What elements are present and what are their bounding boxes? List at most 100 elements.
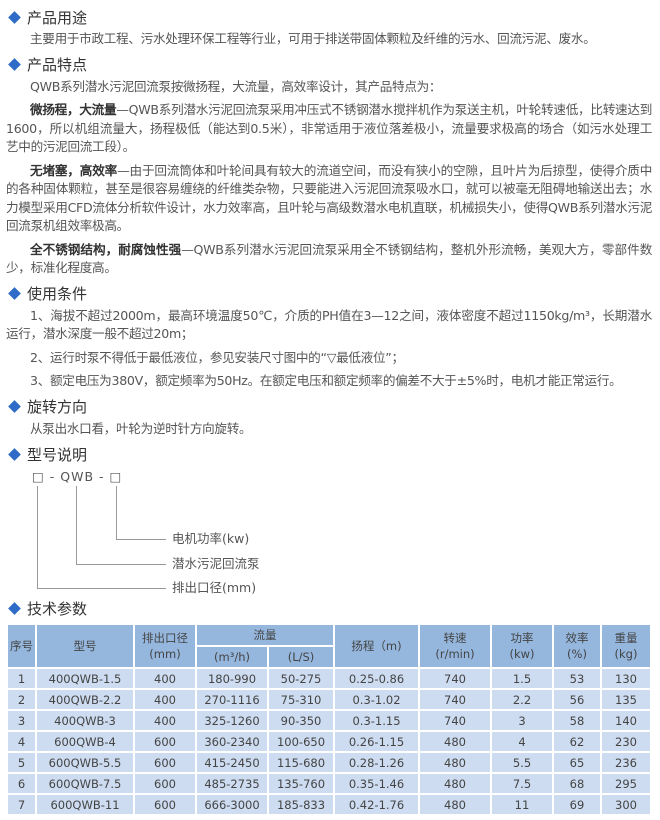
header-speed: 转速 (r/min) [418,623,492,669]
table-cell: 130 [600,667,652,690]
table-cell: 0.35-1.46 [333,772,420,795]
heading-text: 旋转方向 [27,398,88,416]
table-cell: 135-760 [267,772,335,795]
header-model: 型号 [35,623,135,669]
table-cell: 140 [600,709,652,732]
header-power: 功率 (kw) [490,623,554,669]
table-cell: 485-2735 [195,772,269,795]
table-cell: 230 [600,730,652,753]
table-row: 6 600QWB-7.5 600 485-2735 135-760 0.35-1.46 48… [6,772,652,795]
diamond-bullet-icon [8,447,21,461]
heading-text: 使用条件 [27,285,88,303]
header-eff: 效率 (%) [552,623,602,669]
table-cell: 100-650 [267,730,335,753]
header-unit: (%) [567,647,587,661]
condition-item: 1、海拔不超过2000m，最高环境温度50℃，介质的PH值在3—12之间，液体密… [6,307,652,342]
header-unit: (r/min) [435,647,475,661]
table-cell: 236 [600,751,652,774]
feature-bold: 无堵塞，高效率 [30,162,118,178]
table-cell: 480 [418,730,492,753]
feature-item: 微扬程，大流量—QWB系列潜水污泥回流泵采用冲压式不锈钢潜水搅拌机作为泵送主机，… [6,101,652,157]
table-cell: 90-350 [267,709,335,732]
table-cell: 600QWB-7.5 [35,772,135,795]
heading-text: 产品特点 [27,56,88,74]
table-cell: 480 [418,793,492,816]
header-outlet: 排出口径 (mm) [133,623,197,669]
diamond-bullet-icon [8,400,21,413]
table-row: 7 600QWB-11 600 666-3000 185-833 0.42-1.76 480… [6,793,652,816]
table-cell: 2.2 [490,688,554,711]
model-diagram: □ - QWB - □ 电机功率(kw) 潜水污泥回流泵 排出口径(mm) [6,467,336,595]
table-cell: 5 [6,751,37,774]
table-cell: 360-2340 [195,730,269,753]
spec-table: 序号 型号 排出口径 (mm) 流量 扬程（m) 转速 (r/min) 功率 (kw)… [6,623,652,816]
label-pump: 潜水污泥回流泵 [172,556,260,571]
table-cell: 600 [133,751,197,774]
table-cell: 0.42-1.76 [333,793,420,816]
table-cell: 7 [6,793,37,816]
table-cell: 58 [552,709,602,732]
condition-item: 2、运行时泵不得低于最低液位，参见安装尺寸图中的“▽最低液位”； [30,349,404,365]
table-cell: 56 [552,688,602,711]
table-cell: 600QWB-5.5 [35,751,135,774]
rotation-text: 从泵出水口看，叶轮为逆时针方向旋转。 [30,420,252,436]
feature-text: —QWB系列潜水污泥回流泵采用冲压式不锈钢潜水搅拌机作为泵送主机，叶轮转速低，比… [6,102,652,154]
header-weight: 重量 (kg) [600,623,652,669]
heading-text: 技术参数 [27,599,88,618]
table-cell: 295 [600,772,652,795]
table-cell: 68 [552,772,602,795]
table-cell: 53 [552,667,602,690]
table-cell: 7.5 [490,772,554,795]
table-row: 1 400QWB-1.5 400 180-990 50-275 0.25-0.86 740 1… [6,667,652,690]
table-cell: 0.3-1.02 [333,688,420,711]
header-flow-ls: (L/S) [267,645,335,669]
heading-text: 产品用途 [27,8,88,27]
connector-line [116,539,166,540]
table-cell: 400 [133,688,197,711]
table-cell: 600 [133,793,197,816]
header-text: 排出口径 [142,631,188,645]
table-cell: 270-1116 [195,688,269,711]
table-cell: 6 [6,772,37,795]
label-outlet: 排出口径(mm) [172,580,257,595]
table-cell: 600QWB-11 [35,793,135,816]
table-cell: 65 [552,751,602,774]
usage-text: 主要用于市政工程、污水处理环保工程等行业，可用于排送带固体颗粒及纤维的污水、回流… [30,31,596,46]
header-unit: (kg) [614,647,638,661]
diamond-bullet-icon [8,58,21,71]
table-cell: 480 [418,751,492,774]
table-cell: 415-2450 [195,751,269,774]
feature-text: —QWB系列潜水污泥回流泵采用全不锈钢结构，整机外形流畅，美观大方，零部件数少，… [6,241,652,276]
connector-line [37,486,38,588]
heading-text: 型号说明 [27,445,88,464]
heading-specs: 技术参数 [6,597,652,619]
condition-item: 3、额定电压为380V，额定频率为50Hz。在额定电压和额定频率的偏差不大于±5… [30,373,622,388]
table-cell: 2 [6,688,37,711]
table-cell: 4 [490,730,554,753]
connector-line [116,486,117,539]
header-unit: (kw) [509,647,535,661]
feature-item: 无堵塞，高效率—由于回流筒体和叶轮间具有较大的流道空间，而没有狭小的空隙，且叶片… [6,162,652,236]
table-cell: 1 [6,667,37,690]
table-cell: 740 [418,688,492,711]
table-cell: 666-3000 [195,793,269,816]
table-cell: 4 [6,730,37,753]
table-cell: 740 [418,667,492,690]
table-cell: 600 [133,730,197,753]
table-cell: 325-1260 [195,709,269,732]
connector-line [37,588,166,589]
table-cell: 0.3-1.15 [333,709,420,732]
heading-conditions: 使用条件 [6,283,652,305]
feature-item: 全不锈钢结构，耐腐蚀性强—QWB系列潜水污泥回流泵采用全不锈钢结构，整机外形流畅… [6,241,652,278]
feature-bold: 微扬程，大流量 [30,102,117,117]
heading-model: 型号说明 [6,443,652,465]
header-unit: (mm) [149,647,181,661]
table-cell: 3 [6,709,37,732]
table-row: 3 400QWB-3 400 325-1260 90-350 0.3-1.15 740 3 58… [6,709,652,732]
connector-line [76,564,166,565]
label-power: 电机功率(kw) [172,531,250,546]
table-cell: 3 [490,709,554,732]
heading-rotation: 旋转方向 [6,396,652,418]
header-text: 转速 [443,631,467,645]
